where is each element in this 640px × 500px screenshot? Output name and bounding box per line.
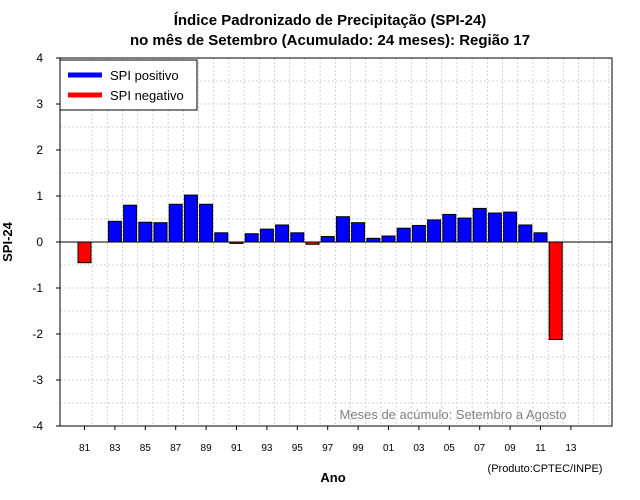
bar-1997 <box>320 235 335 243</box>
bar-1984 <box>123 204 138 243</box>
bar-2007 <box>472 207 487 243</box>
bar-1990 <box>214 232 229 243</box>
y-tick-label: -3 <box>32 373 43 387</box>
y-tick-label: -2 <box>32 327 43 341</box>
x-tick-label: 89 <box>201 443 213 454</box>
y-tick-label: 1 <box>36 189 43 203</box>
bars <box>77 194 563 341</box>
x-tick-label: 05 <box>444 443 456 454</box>
x-tick-label: 87 <box>170 443 182 454</box>
bar-1999 <box>351 222 366 243</box>
bar-1989 <box>199 203 214 243</box>
x-tick-label: 83 <box>109 443 121 454</box>
x-tick-label: 93 <box>261 443 273 454</box>
bar-2004 <box>427 219 442 243</box>
bar-2003 <box>411 224 426 243</box>
bar-2001 <box>381 235 396 243</box>
plot-frame <box>59 57 613 427</box>
x-tick-label: 99 <box>353 443 365 454</box>
legend-label-negative: SPI negativo <box>110 88 184 103</box>
bar-1986 <box>153 222 168 243</box>
y-axis-label: SPI-24 <box>0 221 15 262</box>
bar-2005 <box>442 213 457 243</box>
bar-1983 <box>107 220 122 243</box>
legend-label-positive: SPI positivo <box>110 68 179 83</box>
x-tick-label: 81 <box>79 443 91 454</box>
chart-subtitle: no mês de Setembro (Acumulado: 24 meses)… <box>130 32 530 49</box>
x-tick-label: 97 <box>322 443 334 454</box>
y-tick-label: 0 <box>36 235 43 249</box>
y-tick-label: 4 <box>36 51 43 65</box>
bar-2010 <box>518 224 533 243</box>
bar-1985 <box>138 221 153 243</box>
x-tick-label: 07 <box>474 443 486 454</box>
y-tick-labels: -4 -3 -2 -1 0 1 2 3 4 <box>32 51 43 433</box>
bar-2009 <box>503 211 518 243</box>
bar-2000 <box>366 237 381 243</box>
x-tick-label: 03 <box>413 443 425 454</box>
bar-1994 <box>275 224 290 243</box>
x-tick-label: 95 <box>292 443 304 454</box>
y-tick-label: -1 <box>32 281 43 295</box>
legend: SPI positivo SPI negativo <box>59 59 198 111</box>
x-axis-label: Ano <box>320 470 345 485</box>
y-tick-label: -4 <box>32 419 43 433</box>
legend-box <box>59 59 198 111</box>
x-tick-label: 13 <box>565 443 577 454</box>
axes <box>56 57 612 430</box>
bar-2008 <box>487 212 502 243</box>
chart-title: Índice Padronizado de Precipitação (SPI-… <box>174 12 487 29</box>
x-tick-label: 11 <box>535 443 546 454</box>
bar-1988 <box>183 194 198 243</box>
x-tick-label: 01 <box>383 443 395 454</box>
bar-1987 <box>168 203 183 243</box>
bar-2002 <box>396 227 411 243</box>
x-tick-label: 09 <box>505 443 517 454</box>
x-tick-labels: 81 83 85 87 89 91 93 95 97 99 01 03 05 07 09 11 13 <box>79 443 577 454</box>
x-tick-label: 85 <box>140 443 152 454</box>
x-tick-label: 91 <box>231 443 243 454</box>
bar-2006 <box>457 217 472 243</box>
product-credit: (Produto:CPTEC/INPE) <box>488 463 603 475</box>
accumulation-note: Meses de acúmulo: Setembro a Agosto <box>340 407 567 422</box>
bar-1998 <box>335 216 350 243</box>
bar-1995 <box>290 232 305 243</box>
bar-2012 <box>548 241 563 341</box>
y-tick-label: 3 <box>36 97 43 111</box>
bar-1981 <box>77 241 92 264</box>
bar-1992 <box>244 233 259 243</box>
bar-1993 <box>259 228 274 243</box>
bar-2011 <box>533 232 548 243</box>
y-tick-label: 2 <box>36 143 43 157</box>
